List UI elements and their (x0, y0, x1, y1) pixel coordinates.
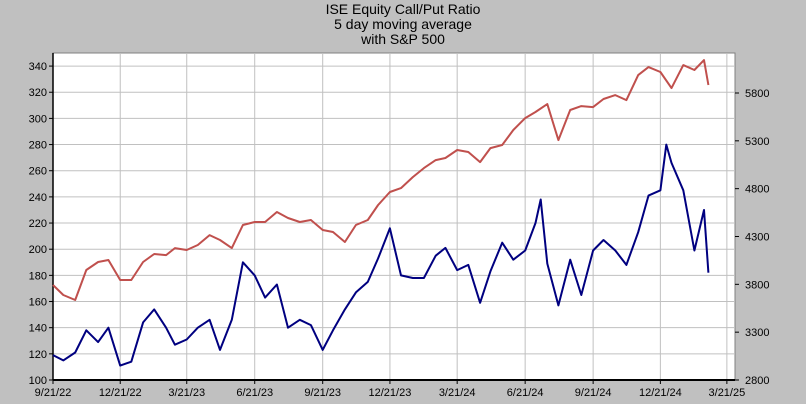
y-left-tick-label: 200 (29, 244, 47, 256)
y-right-tick-label: 3800 (745, 279, 769, 291)
y-left-tick-label: 140 (29, 323, 47, 335)
x-tick-label: 6/21/23 (236, 387, 273, 399)
y-right-tick-label: 4800 (745, 184, 769, 196)
chart-title-line-2: 5 day moving average (334, 16, 472, 32)
y-right-tick-label: 3300 (745, 327, 769, 339)
call-put-ratio-points (52, 144, 709, 366)
y-left-tick-label: 300 (29, 113, 47, 125)
x-tick-label: 12/21/24 (639, 387, 682, 399)
plot-area (52, 52, 736, 381)
x-tick-label: 3/21/25 (709, 387, 746, 399)
y-left-tick-label: 120 (29, 349, 47, 361)
y-left-tick-label: 100 (29, 375, 47, 387)
y-left-tick-label: 260 (29, 166, 47, 178)
y-left-tick-label: 160 (29, 297, 47, 309)
x-tick-label: 9/21/22 (35, 387, 72, 399)
x-tick-label: 3/21/23 (168, 387, 205, 399)
y-right-tick-label: 2800 (745, 375, 769, 387)
sp500-points (52, 59, 709, 301)
x-tick-label: 6/21/24 (507, 387, 544, 399)
x-tick-label: 9/21/23 (304, 387, 341, 399)
y-right-tick-label: 5300 (745, 136, 769, 148)
y-left-tick-label: 340 (29, 61, 47, 73)
sp500-line (52, 59, 710, 301)
y-right-tick-label: 4300 (745, 231, 769, 243)
y-right-tick-label: 5800 (745, 88, 769, 100)
y-left-tick-label: 220 (29, 218, 47, 230)
x-tick-label: 9/21/24 (575, 387, 612, 399)
call-put-ratio-line (52, 143, 710, 367)
x-tick-label: 3/21/24 (439, 387, 476, 399)
chart-title-line-1: ISE Equity Call/Put Ratio (325, 1, 481, 17)
y-left-tick-label: 240 (29, 192, 47, 204)
y-left-tick-label: 180 (29, 270, 47, 282)
x-tick-label: 12/21/23 (369, 387, 412, 399)
chart-title-line-3: with S&P 500 (361, 31, 445, 47)
x-tick-label: 12/21/22 (99, 387, 142, 399)
y-left-tick-label: 320 (29, 87, 47, 99)
y-left-tick-label: 280 (29, 140, 47, 152)
